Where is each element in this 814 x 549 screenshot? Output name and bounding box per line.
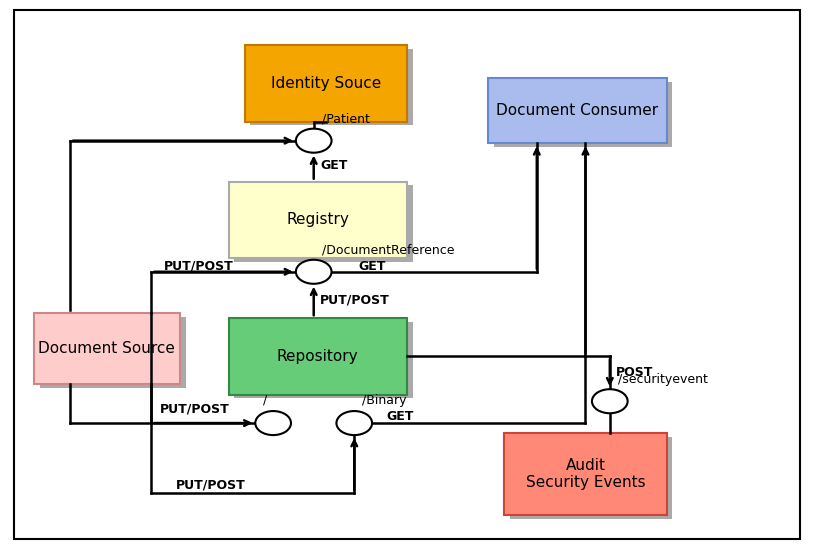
Text: /Patient: /Patient xyxy=(322,113,370,125)
FancyBboxPatch shape xyxy=(40,317,186,388)
Text: Registry: Registry xyxy=(287,212,349,227)
Text: POST: POST xyxy=(616,366,654,379)
Circle shape xyxy=(592,389,628,413)
Text: GET: GET xyxy=(320,159,348,172)
FancyBboxPatch shape xyxy=(234,186,413,262)
Text: /securityevent: /securityevent xyxy=(618,373,708,386)
Text: Document Consumer: Document Consumer xyxy=(497,103,659,118)
FancyBboxPatch shape xyxy=(510,436,672,519)
Text: Audit
Security Events: Audit Security Events xyxy=(526,458,646,490)
Circle shape xyxy=(336,411,372,435)
Text: /DocumentReference: /DocumentReference xyxy=(322,243,454,256)
Text: GET: GET xyxy=(387,410,414,423)
FancyBboxPatch shape xyxy=(505,433,667,515)
Text: PUT/POST: PUT/POST xyxy=(176,478,246,491)
Text: PUT/POST: PUT/POST xyxy=(160,403,230,416)
Text: PUT/POST: PUT/POST xyxy=(164,260,234,273)
Circle shape xyxy=(295,128,331,153)
Text: GET: GET xyxy=(358,260,386,273)
FancyBboxPatch shape xyxy=(488,78,667,143)
Text: Document Source: Document Source xyxy=(38,341,175,356)
Text: /Binary: /Binary xyxy=(362,394,407,407)
Circle shape xyxy=(295,260,331,284)
Text: /: / xyxy=(264,394,268,407)
FancyBboxPatch shape xyxy=(245,45,407,121)
FancyBboxPatch shape xyxy=(14,9,800,540)
FancyBboxPatch shape xyxy=(234,322,413,399)
FancyBboxPatch shape xyxy=(251,49,413,125)
FancyBboxPatch shape xyxy=(229,318,407,395)
Text: Repository: Repository xyxy=(277,349,359,364)
FancyBboxPatch shape xyxy=(494,82,672,147)
FancyBboxPatch shape xyxy=(229,182,407,258)
Circle shape xyxy=(256,411,291,435)
FancyBboxPatch shape xyxy=(34,313,180,384)
Text: PUT/POST: PUT/POST xyxy=(320,294,390,307)
Text: Identity Souce: Identity Souce xyxy=(271,76,381,91)
